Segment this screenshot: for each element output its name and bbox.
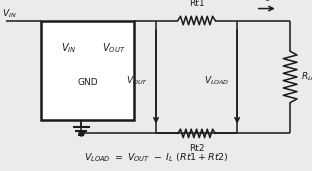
Text: $V_{OUT}$: $V_{OUT}$ [126,74,148,87]
Text: $V_{LOAD}\ =\ V_{OUT}\ -\ I_L\ (Rt1+Rt2)$: $V_{LOAD}\ =\ V_{OUT}\ -\ I_L\ (Rt1+Rt2)… [84,152,228,164]
Text: $R_{LOAD}$: $R_{LOAD}$ [301,71,312,83]
Bar [41,21,134,120]
Text: GND: GND [77,77,98,87]
Text: $I_L$: $I_L$ [263,0,271,4]
Text: $V_{IN}$: $V_{IN}$ [2,7,16,20]
Text: $V_{OUT}$: $V_{OUT}$ [102,41,125,55]
Text: Rt2: Rt2 [189,144,204,154]
Text: $V_{LOAD}$: $V_{LOAD}$ [204,74,229,87]
Text: Rt1: Rt1 [189,0,204,8]
Text: $V_{IN}$: $V_{IN}$ [61,41,76,55]
